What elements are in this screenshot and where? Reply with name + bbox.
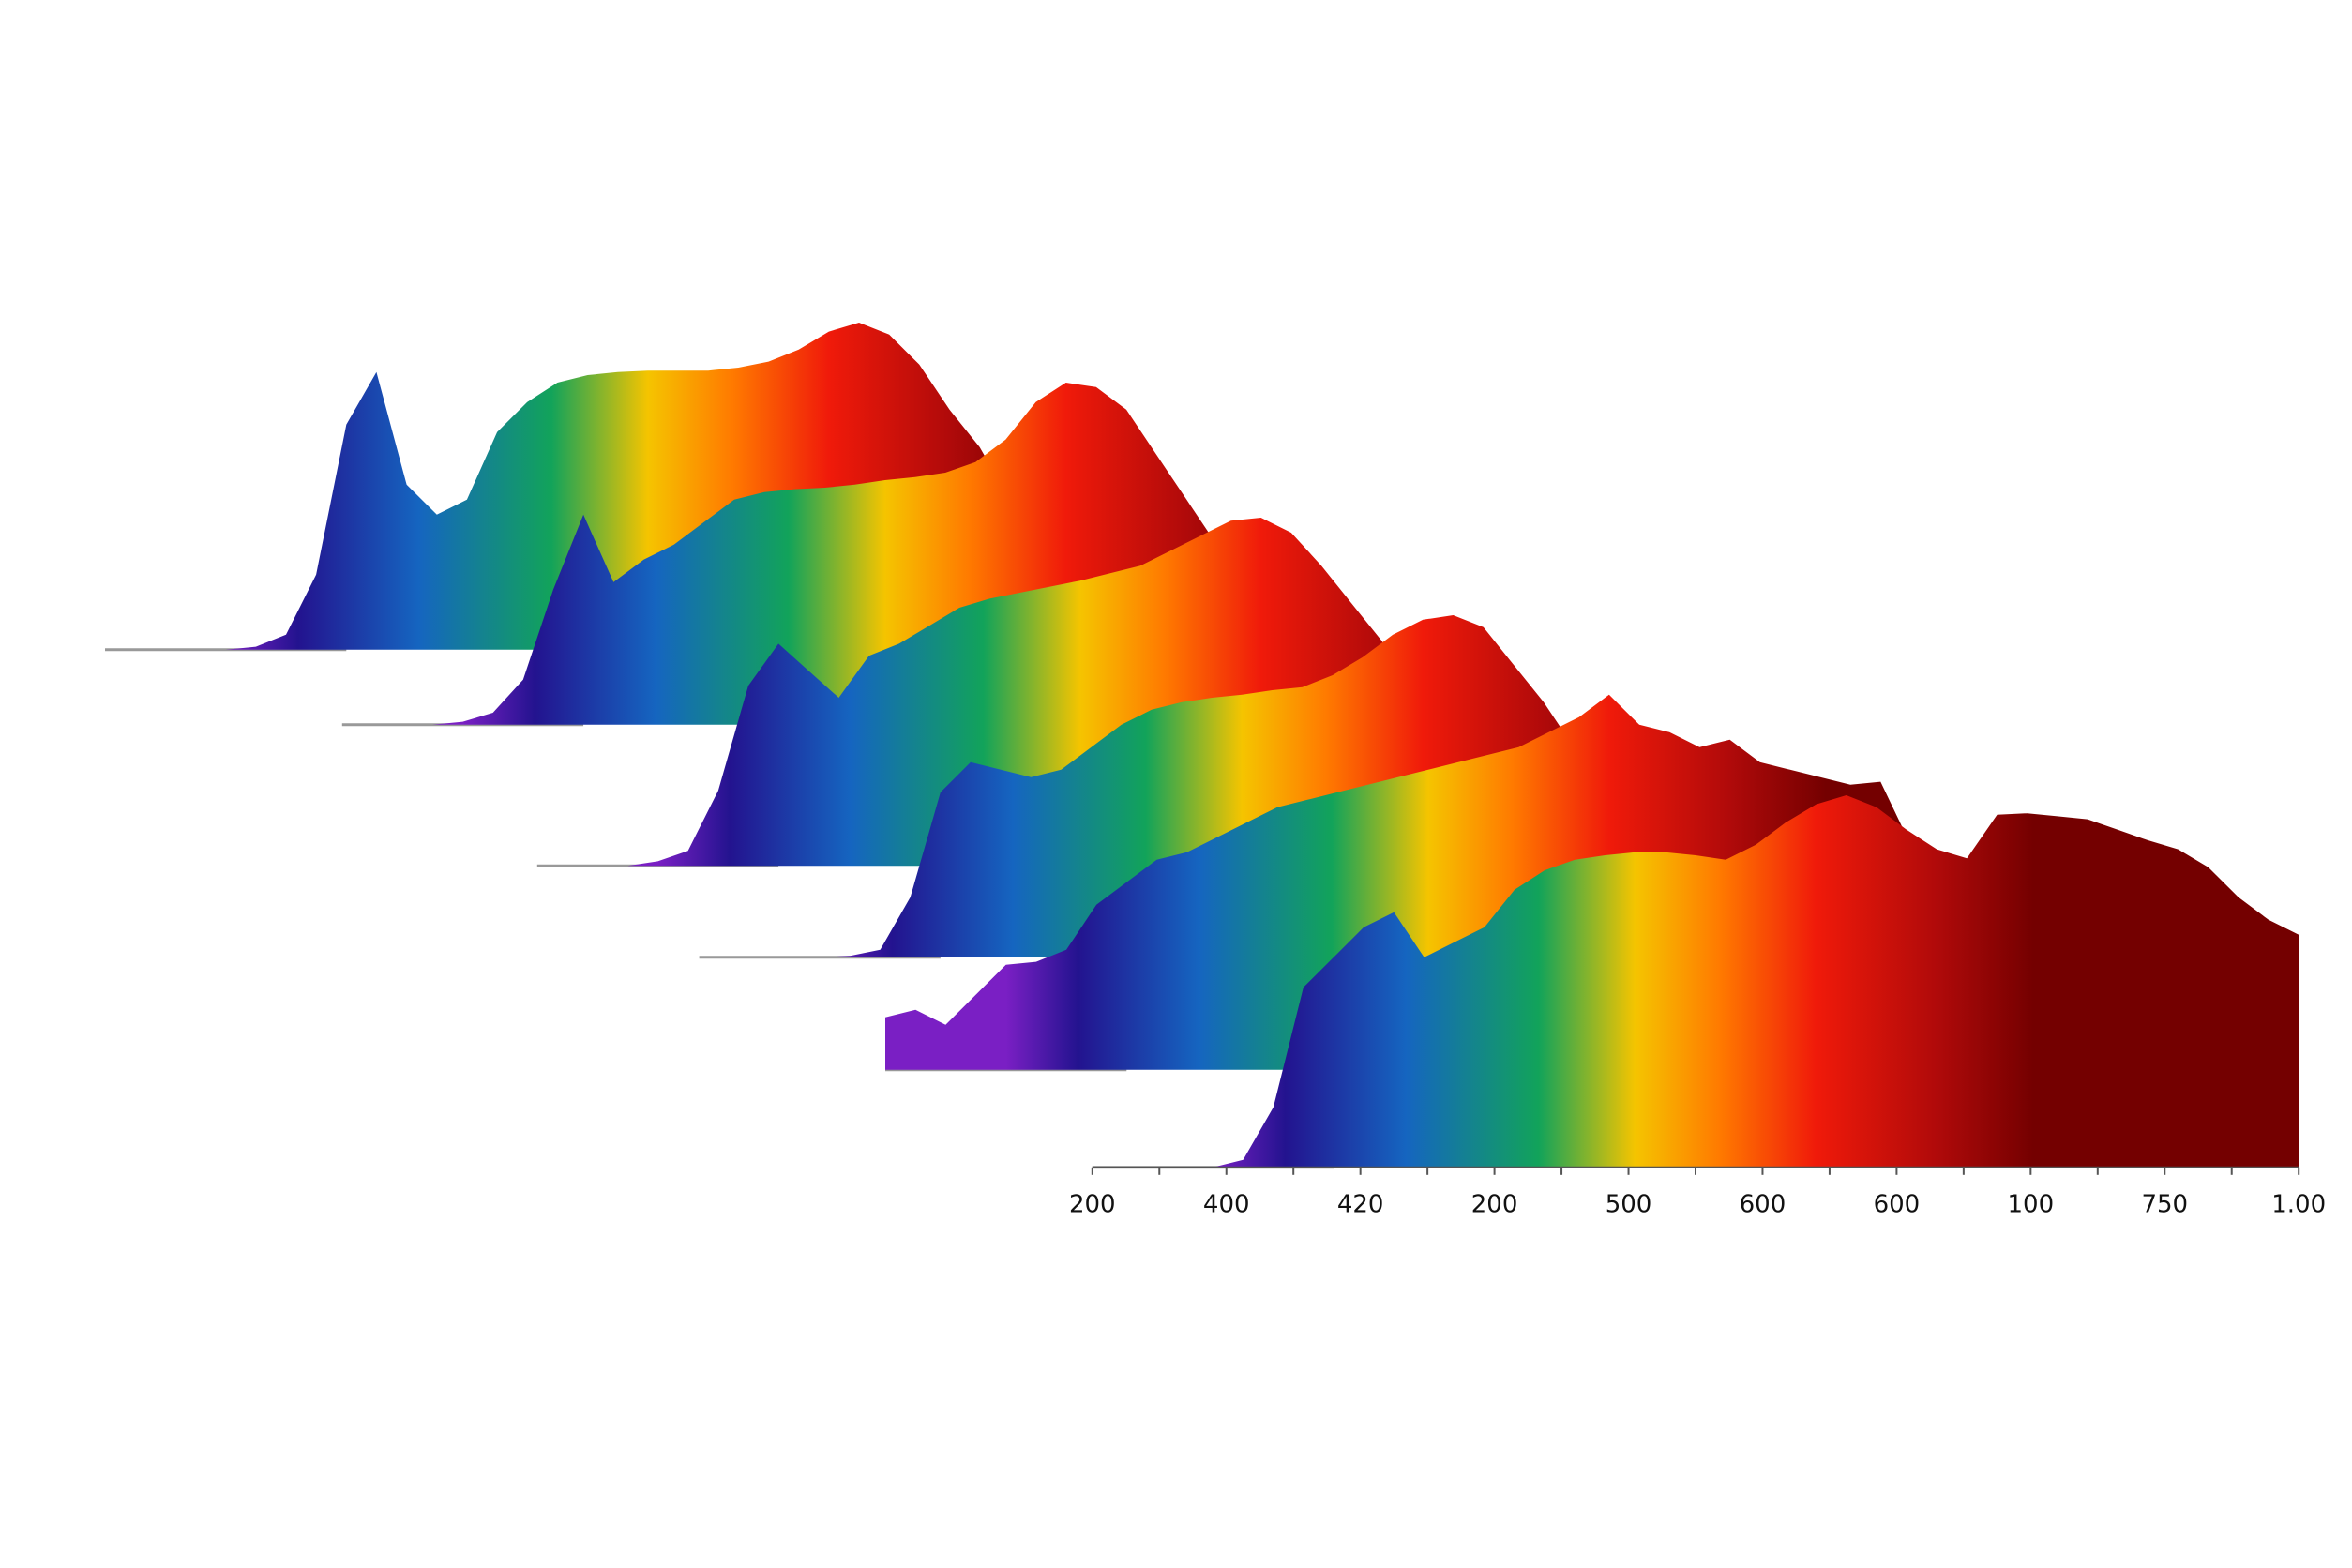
x-tick-label: 600 [1874, 1190, 1921, 1218]
x-tick-label: 400 [1203, 1190, 1250, 1218]
x-tick-label: 100 [2008, 1190, 2055, 1218]
x-tick-label: 600 [1740, 1190, 1787, 1218]
x-tick-label: 500 [1606, 1190, 1652, 1218]
x-tick-label: 750 [2141, 1190, 2188, 1218]
ridge-area [1092, 795, 2299, 1168]
x-tick-label: 200 [1069, 1190, 1116, 1218]
x-tick-label: 1.00 [2271, 1190, 2326, 1218]
x-tick-label: 420 [1337, 1190, 1384, 1218]
x-tick-label: 200 [1471, 1190, 1518, 1218]
